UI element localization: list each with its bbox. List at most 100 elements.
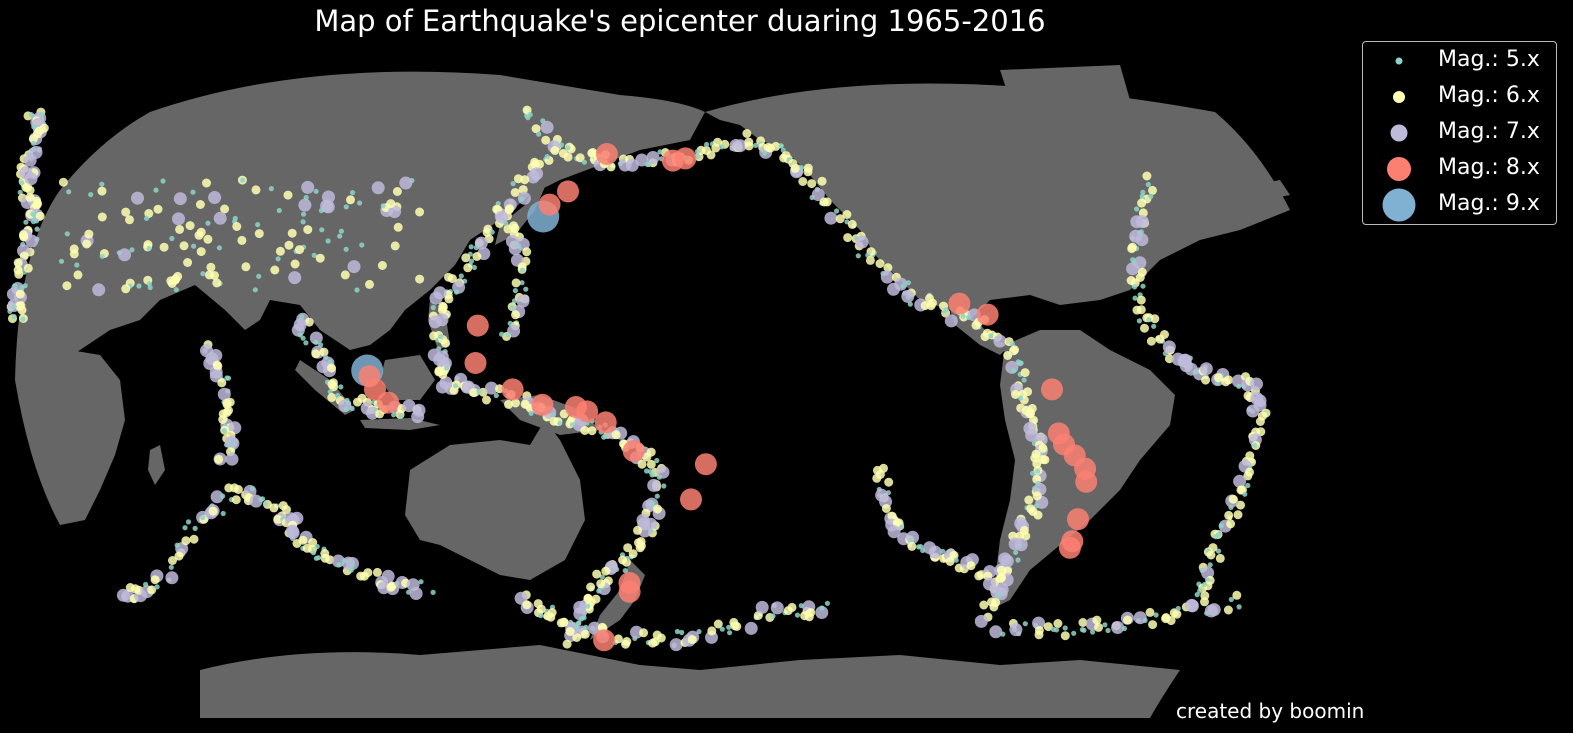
legend-label: Mag.: 9.x xyxy=(1438,191,1540,216)
epicenter-minor xyxy=(1180,359,1193,372)
epicenter-minor xyxy=(144,216,149,221)
epicenter-minor xyxy=(1232,591,1241,600)
epicenter-minor xyxy=(19,233,28,242)
epicenter-minor xyxy=(277,208,282,213)
legend-label: Mag.: 7.x xyxy=(1438,119,1540,144)
epicenter-minor xyxy=(582,160,587,165)
epicenter-minor xyxy=(98,187,107,196)
epicenter-minor xyxy=(820,198,829,207)
epicenter-minor xyxy=(429,315,442,328)
epicenter-minor xyxy=(998,552,1011,565)
epicenter-minor xyxy=(186,221,195,230)
epicenter-minor xyxy=(175,543,180,548)
epicenter-minor xyxy=(344,247,349,252)
epicenter-minor xyxy=(745,142,754,151)
epicenter-minor xyxy=(1081,628,1086,633)
epicenter-minor xyxy=(1134,206,1139,211)
epicenter-minor xyxy=(221,511,226,516)
epicenter-minor xyxy=(19,180,24,185)
epicenter-minor xyxy=(522,247,531,256)
epicenter-minor xyxy=(270,266,279,275)
epicenter-minor xyxy=(818,177,827,186)
epicenter-minor xyxy=(1137,296,1146,305)
epicenter-minor xyxy=(795,613,800,618)
epicenter-minor xyxy=(1133,306,1142,315)
epicenter-minor xyxy=(411,410,424,423)
epicenter-minor xyxy=(661,483,666,488)
epicenter-minor xyxy=(653,505,662,514)
epicenter-minor xyxy=(1208,603,1221,616)
epicenter-minor xyxy=(160,178,165,183)
epicenter-minor xyxy=(269,186,274,191)
epicenter-minor xyxy=(172,212,185,225)
epicenter-minor xyxy=(1133,296,1138,301)
epicenter-minor xyxy=(494,393,499,398)
epicenter-minor xyxy=(887,283,900,296)
epicenter-minor xyxy=(354,287,359,292)
epicenter-minor xyxy=(23,220,28,225)
epicenter-minor xyxy=(359,242,364,247)
epicenter-minor xyxy=(444,366,449,371)
epicenter-minor xyxy=(304,195,309,200)
epicenter-minor xyxy=(1151,324,1156,329)
epicenter-minor xyxy=(284,191,293,200)
epicenter-minor xyxy=(675,629,680,634)
epicenter-minor xyxy=(1035,469,1040,474)
epicenter-mag-8 xyxy=(539,194,561,216)
epicenter-minor xyxy=(1105,628,1110,633)
epicenter-minor xyxy=(612,430,621,439)
epicenter-minor xyxy=(263,501,268,506)
epicenter-minor xyxy=(1213,534,1218,539)
epicenter-minor xyxy=(638,460,647,469)
epicenter-minor xyxy=(234,485,243,494)
epicenter-minor xyxy=(391,412,396,417)
epicenter-minor xyxy=(14,270,23,279)
epicenter-minor xyxy=(1024,496,1033,505)
epicenter-minor xyxy=(418,579,423,584)
epicenter-minor xyxy=(1216,554,1225,563)
epicenter-minor xyxy=(1140,324,1149,333)
epicenter-minor xyxy=(316,555,321,560)
epicenter-mag-8 xyxy=(358,365,380,387)
epicenter-minor xyxy=(336,562,341,567)
epicenter-minor xyxy=(541,121,554,134)
epicenter-minor xyxy=(229,441,234,446)
epicenter-minor xyxy=(66,189,71,194)
epicenter-minor xyxy=(74,270,83,279)
epicenter-minor xyxy=(679,630,684,635)
epicenter-minor xyxy=(646,162,651,167)
epicenter-minor xyxy=(160,243,169,252)
epicenter-minor xyxy=(588,426,597,435)
epicenter-minor xyxy=(1009,623,1022,636)
epicenter-minor xyxy=(191,244,196,249)
epicenter-minor xyxy=(208,191,221,204)
epicenter-minor xyxy=(514,174,523,183)
epicenter-minor xyxy=(650,501,655,506)
epicenter-minor xyxy=(31,141,36,146)
epicenter-minor xyxy=(175,225,184,234)
epicenter-minor xyxy=(337,234,342,239)
epicenter-minor xyxy=(30,211,35,216)
epicenter-minor xyxy=(996,593,1001,598)
epicenter-minor xyxy=(519,196,524,201)
epicenter-minor xyxy=(1229,495,1238,504)
epicenter-minor xyxy=(288,271,301,284)
epicenter-minor xyxy=(907,542,916,551)
epicenter-minor xyxy=(1163,340,1176,353)
epicenter-minor xyxy=(232,222,241,231)
epicenter-minor xyxy=(989,625,1002,638)
epicenter-minor xyxy=(967,561,976,570)
epicenter-minor xyxy=(1022,377,1027,382)
epicenter-minor xyxy=(250,486,255,491)
epicenter-minor xyxy=(647,479,660,492)
epicenter-minor xyxy=(884,478,893,487)
epicenter-minor xyxy=(165,571,178,584)
epicenter-minor xyxy=(601,567,610,576)
epicenter-minor xyxy=(444,273,453,282)
epicenter-minor xyxy=(155,584,160,589)
epicenter-minor xyxy=(453,383,458,388)
epicenter-minor xyxy=(415,208,424,217)
epicenter-minor xyxy=(241,262,250,271)
epicenter-minor xyxy=(1030,471,1035,476)
epicenter-minor xyxy=(1053,619,1062,628)
